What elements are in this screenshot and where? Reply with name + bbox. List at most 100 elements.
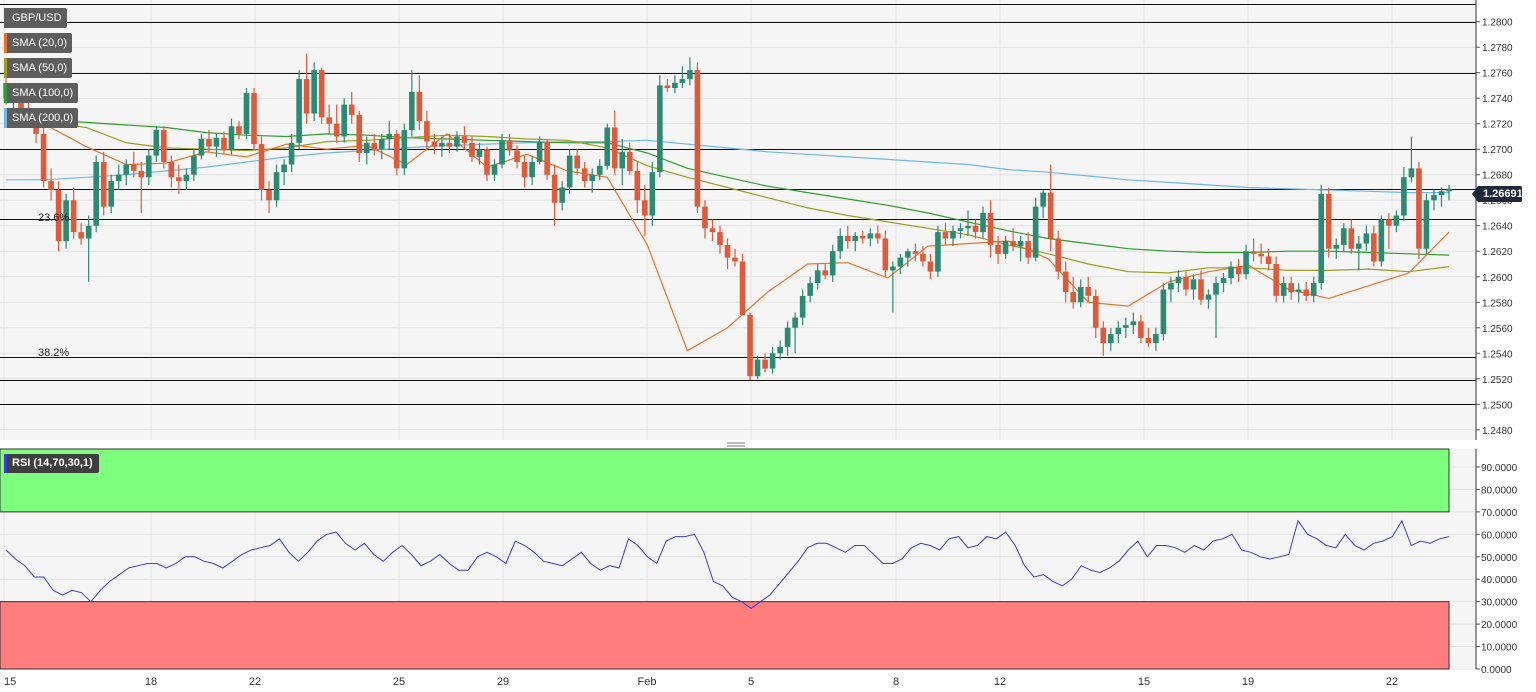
candle [942, 223, 949, 245]
candle-body [619, 151, 626, 169]
candle-body [108, 181, 115, 207]
candle-body [476, 149, 483, 157]
candle [897, 253, 904, 275]
candle-body [1340, 228, 1347, 245]
candle-body [867, 233, 874, 239]
candle [1378, 215, 1385, 267]
candle [905, 248, 911, 267]
candle [281, 159, 287, 185]
sma-200-legend[interactable]: SMA (200,0) [4, 108, 79, 128]
candle-body [702, 206, 708, 229]
candle-body [356, 114, 363, 154]
sma-20-label: SMA (20,0) [12, 37, 68, 49]
candle-body [1295, 289, 1302, 293]
candle [1017, 235, 1024, 262]
candle [1340, 223, 1347, 252]
candle-body [454, 136, 460, 147]
candle-body [378, 139, 385, 150]
candle-body [679, 79, 686, 83]
candle [1205, 289, 1212, 309]
candle [454, 131, 460, 152]
candle-body [348, 104, 355, 115]
candle [822, 264, 829, 280]
candle-body [897, 257, 904, 267]
candle-body [822, 270, 829, 276]
candle [687, 57, 693, 86]
candle-body [1025, 241, 1031, 258]
candle-body [1017, 241, 1024, 247]
price-tick-label: 1.2740 [1482, 94, 1513, 105]
candle-body [890, 266, 896, 271]
candle [559, 181, 565, 211]
sma-50-legend[interactable]: SMA (50,0) [4, 58, 73, 78]
candle [566, 149, 573, 194]
candle [63, 193, 69, 249]
candle-body [664, 85, 671, 88]
sma-20-legend[interactable]: SMA (20,0) [4, 33, 73, 53]
candle-body [747, 315, 753, 377]
candle-body [1100, 327, 1107, 344]
candle [777, 340, 783, 360]
price-tick-label: 1.2600 [1482, 273, 1513, 284]
candle-body [972, 225, 979, 233]
sma-200-swatch [4, 108, 7, 128]
candle-body [326, 117, 332, 124]
candle [424, 110, 430, 150]
candle [153, 126, 160, 162]
candle-body [657, 85, 663, 173]
x-tick-label: Feb [638, 676, 657, 688]
candle [341, 98, 348, 143]
candle [1371, 225, 1377, 267]
candle-body [1386, 219, 1392, 226]
candle [1032, 197, 1039, 262]
candle-body [236, 126, 242, 134]
candle [1025, 232, 1031, 264]
candle [78, 223, 84, 245]
candle-body [814, 270, 821, 284]
rsi-legend[interactable]: RSI (14,70,30,1) [4, 454, 99, 473]
candle [664, 79, 671, 92]
candle-body [469, 142, 475, 157]
candle [499, 133, 505, 169]
price-tick-label: 1.2520 [1482, 375, 1513, 386]
candle [814, 264, 821, 290]
candle-body [100, 161, 107, 207]
candle-body [920, 253, 926, 262]
candle-body [769, 353, 776, 369]
candle [912, 243, 919, 262]
candle [356, 110, 363, 162]
candle-body [642, 200, 648, 216]
price-tick-label: 1.2780 [1482, 43, 1513, 54]
candle-body [78, 232, 84, 239]
candle [296, 70, 302, 150]
candle-body [574, 155, 580, 169]
candle [987, 200, 994, 258]
candle-body [1438, 191, 1445, 196]
panel-divider-handle[interactable] [727, 442, 745, 447]
symbol-legend[interactable]: GBP/USD [4, 8, 67, 28]
candle [48, 168, 54, 201]
candle-body [311, 70, 317, 114]
candle [484, 146, 490, 182]
candle-body [694, 70, 701, 207]
sma-100-legend[interactable]: SMA (100,0) [4, 83, 79, 103]
candle [1040, 190, 1046, 219]
candle-body [1325, 193, 1332, 249]
candle [604, 123, 611, 170]
candle-body [288, 142, 295, 165]
candle-body [303, 79, 310, 114]
rsi-tick-label: 50.0000 [1481, 553, 1518, 564]
candle [1002, 235, 1009, 259]
candle [882, 230, 889, 277]
candle-body [957, 228, 964, 231]
candle [1153, 327, 1159, 351]
candle-body [198, 139, 205, 156]
candle [221, 131, 227, 155]
candle-body [987, 212, 994, 245]
candle [799, 289, 806, 326]
candle [694, 62, 701, 213]
candle [581, 161, 588, 188]
candle [702, 200, 708, 239]
candle-body [1220, 278, 1227, 284]
